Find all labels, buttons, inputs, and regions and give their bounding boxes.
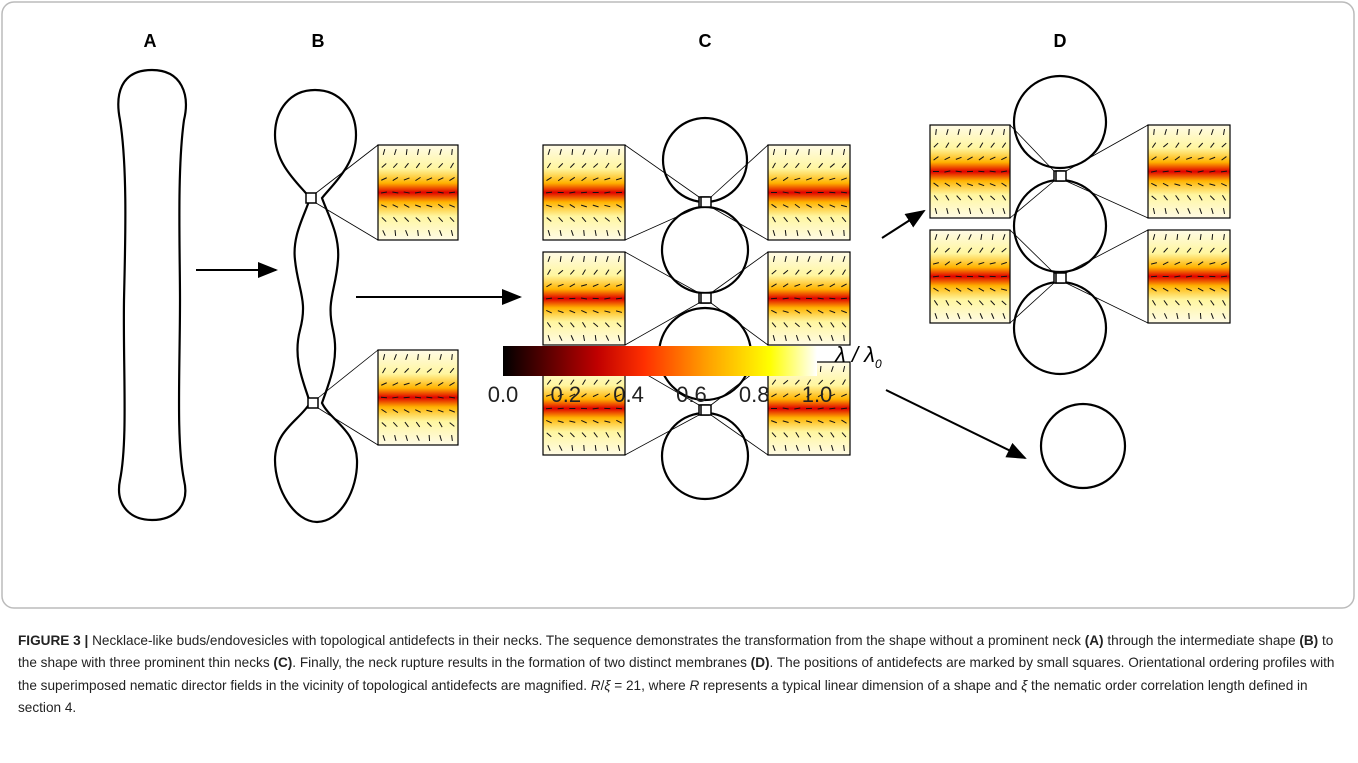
- director: [404, 397, 410, 398]
- text: Necklace-like buds/endovesicles with top…: [92, 633, 1081, 648]
- shape-a: [118, 70, 186, 520]
- director: [841, 298, 847, 299]
- director: [452, 354, 453, 360]
- caption: FIGURE 3 | Necklace-like buds/endovesicl…: [18, 630, 1343, 719]
- zoom-line: [316, 145, 378, 193]
- zoom-line: [711, 415, 768, 455]
- director: [1154, 129, 1155, 135]
- zoom-line: [1010, 181, 1054, 218]
- text: represents a typical linear dimension of…: [703, 678, 1017, 693]
- director: [584, 230, 585, 236]
- text: ξ: [604, 678, 610, 693]
- director: [785, 230, 786, 236]
- director: [418, 230, 419, 236]
- zoom-line: [1066, 283, 1148, 323]
- defect-square: [701, 293, 711, 303]
- figure: A B C D 0.0 0.2 0.4 0.6 0.8 1.0 λ / λ0: [0, 0, 1358, 620]
- zoom-line: [318, 408, 378, 445]
- colorbar-tick-label: 0.4: [613, 382, 644, 407]
- zoom-line: [711, 207, 768, 240]
- director: [818, 298, 824, 299]
- director: [581, 192, 587, 193]
- defect-square: [1056, 171, 1066, 181]
- director: [1151, 276, 1157, 277]
- shape-b: [275, 90, 357, 522]
- director: [415, 397, 421, 398]
- director: [593, 408, 599, 409]
- text: . Finally, the neck rupture results in t…: [292, 655, 747, 670]
- text: FIGURE 3 |: [18, 633, 88, 648]
- director: [956, 171, 962, 172]
- zoom-line: [318, 350, 378, 398]
- defect-square: [701, 197, 711, 207]
- zoom-line: [711, 145, 768, 197]
- text: through the intermediate shape: [1107, 633, 1295, 648]
- colorbar-tick-label: 1.0: [802, 382, 833, 407]
- arrow: [882, 211, 924, 238]
- panel-label: B: [312, 31, 325, 51]
- page: A B C D 0.0 0.2 0.4 0.6 0.8 1.0 λ / λ0 FIGURE…: [0, 0, 1358, 763]
- director: [381, 397, 387, 398]
- director: [452, 149, 453, 155]
- arrow: [886, 390, 1025, 458]
- defect-square: [306, 193, 316, 203]
- colorbar-tick-label: 0.6: [676, 382, 707, 407]
- colorbar-tick-label: 0.2: [551, 382, 582, 407]
- panel-label: D: [1054, 31, 1067, 51]
- zoom-line: [1010, 230, 1054, 273]
- text: (D): [751, 655, 770, 670]
- zoom-line: [1066, 230, 1148, 273]
- panel-label: A: [144, 31, 157, 51]
- director: [395, 230, 396, 236]
- zoom-line: [625, 145, 699, 197]
- zoom-line: [1066, 125, 1148, 171]
- zoom-line: [1010, 283, 1054, 323]
- text: = 21, where: [614, 678, 685, 693]
- text: (A): [1085, 633, 1104, 648]
- director: [1221, 171, 1227, 172]
- defect-square: [308, 398, 318, 408]
- colorbar-label: λ / λ0: [834, 342, 882, 371]
- director: [844, 335, 845, 341]
- text: λ / λ: [834, 342, 875, 367]
- text: R: [689, 678, 699, 693]
- colorbar: [503, 346, 817, 376]
- director: [820, 149, 821, 155]
- director: [1212, 234, 1213, 240]
- colorbar-tick-label: 0.0: [488, 382, 519, 407]
- zoom-line: [1066, 181, 1148, 218]
- text: 0: [875, 357, 882, 371]
- zoom-line: [711, 252, 768, 293]
- shape-c: [659, 118, 751, 499]
- director: [785, 149, 786, 155]
- director: [406, 149, 407, 155]
- colorbar-tick-label: 0.8: [739, 382, 770, 407]
- text: R: [591, 678, 601, 693]
- zoom-line: [1010, 125, 1054, 171]
- director: [990, 171, 996, 172]
- director: [820, 366, 821, 372]
- shape-d: [1014, 76, 1125, 488]
- director: [558, 408, 564, 409]
- director: [809, 149, 810, 155]
- panel-label: C: [699, 31, 712, 51]
- text: ξ: [1021, 678, 1027, 693]
- director: [936, 129, 937, 135]
- zoom-line: [625, 207, 699, 240]
- director: [1177, 234, 1178, 240]
- director: [933, 276, 939, 277]
- zoom-line: [316, 203, 378, 240]
- zoom-line: [711, 303, 768, 345]
- director: [841, 192, 847, 193]
- text: (B): [1299, 633, 1318, 648]
- text: (C): [273, 655, 292, 670]
- defect-square: [1056, 273, 1066, 283]
